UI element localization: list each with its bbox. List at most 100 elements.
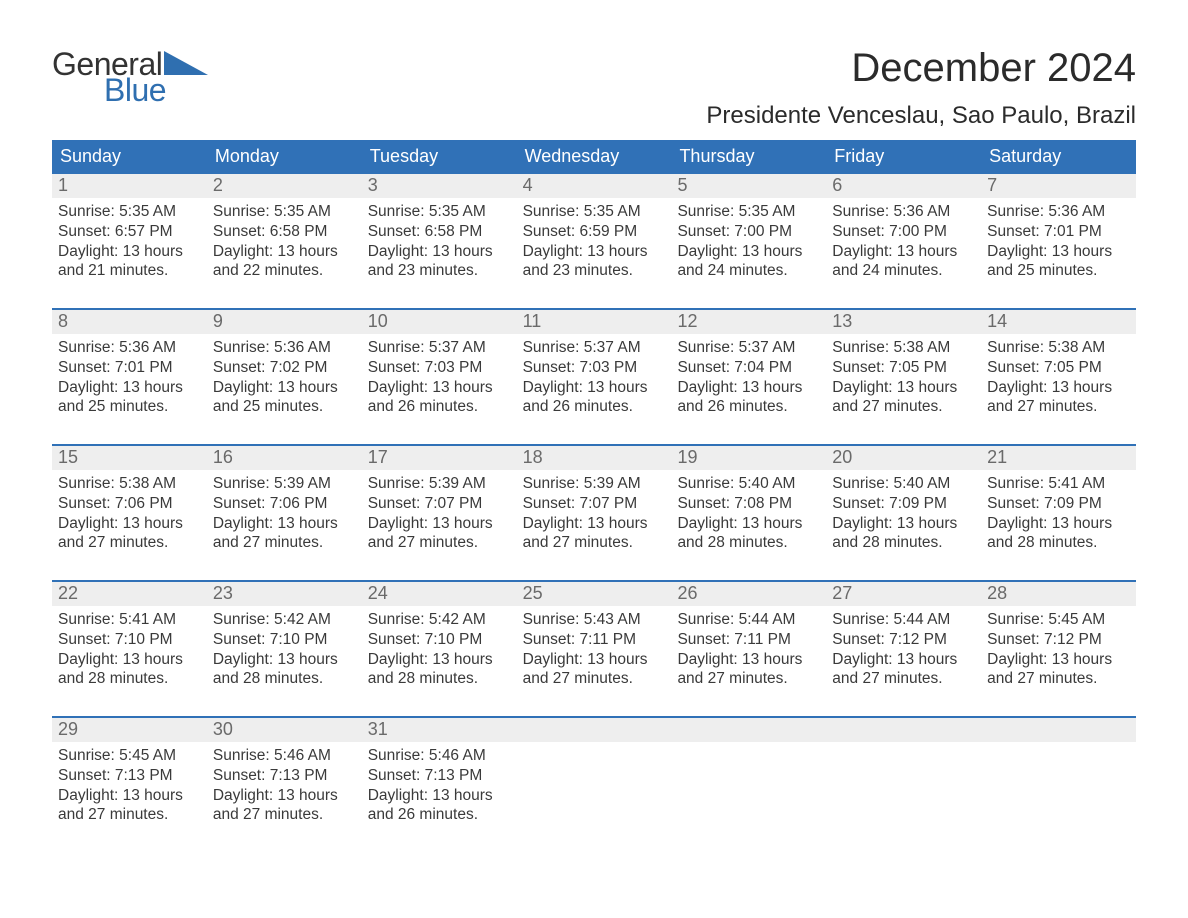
daylight-line-2: and 26 minutes. xyxy=(677,397,820,417)
daylight-line-2: and 23 minutes. xyxy=(523,261,666,281)
day-cell: Sunrise: 5:40 AMSunset: 7:08 PMDaylight:… xyxy=(671,470,826,562)
sunset-text: Sunset: 7:10 PM xyxy=(368,630,511,650)
day-number: 11 xyxy=(517,310,672,334)
daylight-line-2: and 22 minutes. xyxy=(213,261,356,281)
day-number: 3 xyxy=(362,174,517,198)
day-number: 20 xyxy=(826,446,981,470)
daylight-line-2: and 21 minutes. xyxy=(58,261,201,281)
daylight-line-2: and 26 minutes. xyxy=(368,805,511,825)
sunset-text: Sunset: 7:07 PM xyxy=(523,494,666,514)
dow-monday: Monday xyxy=(207,140,362,174)
day-cell: Sunrise: 5:35 AMSunset: 7:00 PMDaylight:… xyxy=(671,198,826,290)
daylight-line-2: and 27 minutes. xyxy=(677,669,820,689)
day-number xyxy=(671,718,826,742)
daylight-line-1: Daylight: 13 hours xyxy=(523,650,666,670)
daylight-line-1: Daylight: 13 hours xyxy=(987,378,1130,398)
daylight-line-2: and 28 minutes. xyxy=(368,669,511,689)
daylight-line-1: Daylight: 13 hours xyxy=(213,786,356,806)
sunrise-text: Sunrise: 5:37 AM xyxy=(368,338,511,358)
sunset-text: Sunset: 7:03 PM xyxy=(368,358,511,378)
daylight-line-2: and 27 minutes. xyxy=(523,533,666,553)
sunrise-text: Sunrise: 5:40 AM xyxy=(677,474,820,494)
brand-word-blue: Blue xyxy=(104,74,208,106)
sunset-text: Sunset: 7:00 PM xyxy=(832,222,975,242)
daylight-line-2: and 24 minutes. xyxy=(832,261,975,281)
day-cell: Sunrise: 5:42 AMSunset: 7:10 PMDaylight:… xyxy=(362,606,517,698)
daylight-line-1: Daylight: 13 hours xyxy=(368,242,511,262)
day-body-row: Sunrise: 5:38 AMSunset: 7:06 PMDaylight:… xyxy=(52,470,1136,562)
day-cell: Sunrise: 5:44 AMSunset: 7:12 PMDaylight:… xyxy=(826,606,981,698)
day-number-row: 891011121314 xyxy=(52,310,1136,334)
day-number: 17 xyxy=(362,446,517,470)
daylight-line-1: Daylight: 13 hours xyxy=(832,650,975,670)
daylight-line-2: and 27 minutes. xyxy=(368,533,511,553)
daylight-line-2: and 25 minutes. xyxy=(987,261,1130,281)
day-cell: Sunrise: 5:41 AMSunset: 7:10 PMDaylight:… xyxy=(52,606,207,698)
day-number-row: 1234567 xyxy=(52,174,1136,198)
daylight-line-1: Daylight: 13 hours xyxy=(832,242,975,262)
sunset-text: Sunset: 7:06 PM xyxy=(58,494,201,514)
day-body-row: Sunrise: 5:35 AMSunset: 6:57 PMDaylight:… xyxy=(52,198,1136,290)
week-row: 293031Sunrise: 5:45 AMSunset: 7:13 PMDay… xyxy=(52,716,1136,834)
daylight-line-1: Daylight: 13 hours xyxy=(832,378,975,398)
day-cell: Sunrise: 5:37 AMSunset: 7:03 PMDaylight:… xyxy=(517,334,672,426)
daylight-line-1: Daylight: 13 hours xyxy=(58,650,201,670)
day-number: 16 xyxy=(207,446,362,470)
day-number: 9 xyxy=(207,310,362,334)
day-body-row: Sunrise: 5:45 AMSunset: 7:13 PMDaylight:… xyxy=(52,742,1136,834)
daylight-line-2: and 27 minutes. xyxy=(987,669,1130,689)
sunrise-text: Sunrise: 5:39 AM xyxy=(368,474,511,494)
daylight-line-1: Daylight: 13 hours xyxy=(523,378,666,398)
daylight-line-2: and 27 minutes. xyxy=(213,533,356,553)
sunrise-text: Sunrise: 5:36 AM xyxy=(832,202,975,222)
day-number: 28 xyxy=(981,582,1136,606)
week-row: 15161718192021Sunrise: 5:38 AMSunset: 7:… xyxy=(52,444,1136,562)
daylight-line-1: Daylight: 13 hours xyxy=(523,242,666,262)
day-number: 1 xyxy=(52,174,207,198)
sunset-text: Sunset: 6:59 PM xyxy=(523,222,666,242)
daylight-line-1: Daylight: 13 hours xyxy=(523,514,666,534)
day-cell xyxy=(517,742,672,834)
daylight-line-2: and 28 minutes. xyxy=(58,669,201,689)
week-row: 891011121314Sunrise: 5:36 AMSunset: 7:01… xyxy=(52,308,1136,426)
daylight-line-2: and 26 minutes. xyxy=(368,397,511,417)
day-cell: Sunrise: 5:38 AMSunset: 7:05 PMDaylight:… xyxy=(826,334,981,426)
day-number xyxy=(517,718,672,742)
sunrise-text: Sunrise: 5:41 AM xyxy=(987,474,1130,494)
daylight-line-1: Daylight: 13 hours xyxy=(832,514,975,534)
day-number: 14 xyxy=(981,310,1136,334)
day-cell: Sunrise: 5:37 AMSunset: 7:03 PMDaylight:… xyxy=(362,334,517,426)
sunrise-text: Sunrise: 5:35 AM xyxy=(58,202,201,222)
sunrise-text: Sunrise: 5:45 AM xyxy=(58,746,201,766)
daylight-line-1: Daylight: 13 hours xyxy=(213,650,356,670)
daylight-line-1: Daylight: 13 hours xyxy=(58,378,201,398)
daylight-line-1: Daylight: 13 hours xyxy=(58,242,201,262)
dow-sunday: Sunday xyxy=(52,140,207,174)
day-cell: Sunrise: 5:39 AMSunset: 7:07 PMDaylight:… xyxy=(517,470,672,562)
dow-friday: Friday xyxy=(826,140,981,174)
day-cell: Sunrise: 5:36 AMSunset: 7:01 PMDaylight:… xyxy=(981,198,1136,290)
sunrise-text: Sunrise: 5:38 AM xyxy=(832,338,975,358)
day-cell: Sunrise: 5:36 AMSunset: 7:01 PMDaylight:… xyxy=(52,334,207,426)
daylight-line-1: Daylight: 13 hours xyxy=(58,514,201,534)
sunrise-text: Sunrise: 5:43 AM xyxy=(523,610,666,630)
sunset-text: Sunset: 7:05 PM xyxy=(832,358,975,378)
day-body-row: Sunrise: 5:41 AMSunset: 7:10 PMDaylight:… xyxy=(52,606,1136,698)
day-number: 19 xyxy=(671,446,826,470)
day-number: 10 xyxy=(362,310,517,334)
daylight-line-1: Daylight: 13 hours xyxy=(213,378,356,398)
daylight-line-1: Daylight: 13 hours xyxy=(368,650,511,670)
day-number-row: 22232425262728 xyxy=(52,582,1136,606)
daylight-line-1: Daylight: 13 hours xyxy=(987,242,1130,262)
sunset-text: Sunset: 7:09 PM xyxy=(987,494,1130,514)
day-number: 5 xyxy=(671,174,826,198)
daylight-line-2: and 27 minutes. xyxy=(832,669,975,689)
sunrise-text: Sunrise: 5:35 AM xyxy=(368,202,511,222)
day-cell: Sunrise: 5:35 AMSunset: 6:58 PMDaylight:… xyxy=(207,198,362,290)
location-subtitle: Presidente Venceslau, Sao Paulo, Brazil xyxy=(706,102,1136,130)
sunrise-text: Sunrise: 5:39 AM xyxy=(213,474,356,494)
day-cell: Sunrise: 5:36 AMSunset: 7:00 PMDaylight:… xyxy=(826,198,981,290)
day-number: 15 xyxy=(52,446,207,470)
sunrise-text: Sunrise: 5:35 AM xyxy=(677,202,820,222)
sunset-text: Sunset: 7:10 PM xyxy=(58,630,201,650)
